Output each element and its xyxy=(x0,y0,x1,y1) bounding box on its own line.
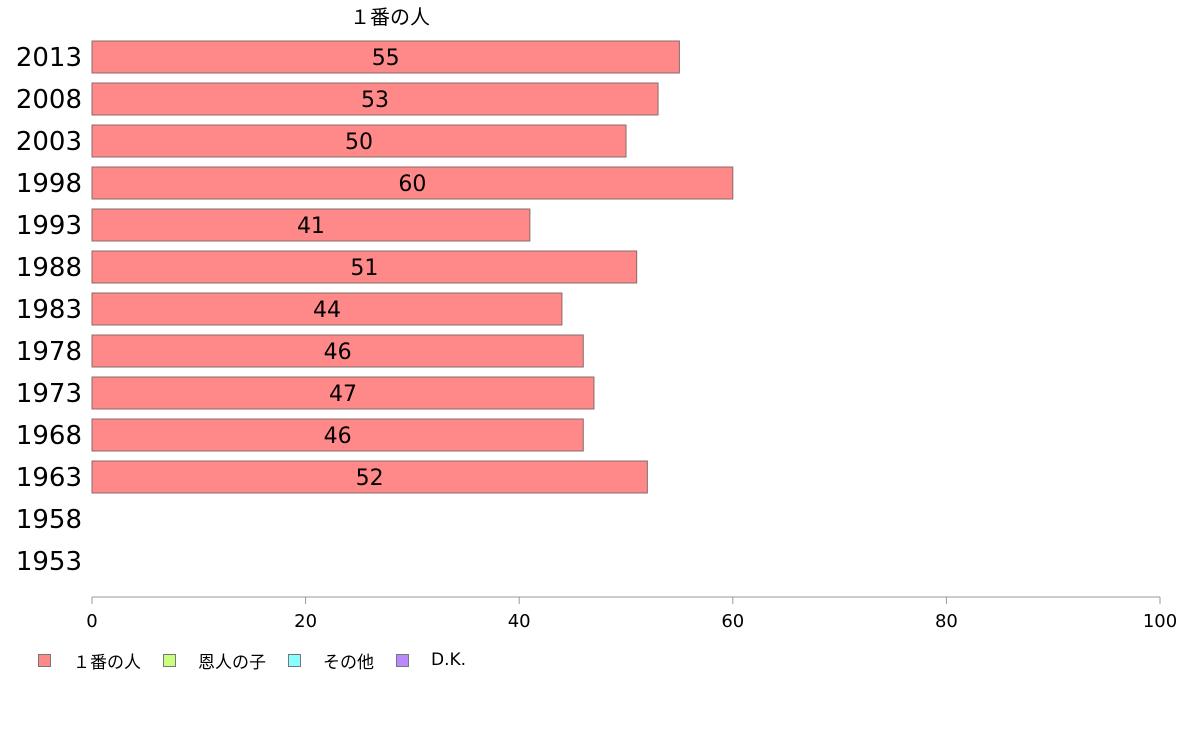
x-tick-label: 60 xyxy=(721,611,744,632)
year-label: 1978 xyxy=(16,337,82,367)
bar xyxy=(91,250,638,284)
bar xyxy=(91,292,563,326)
legend-swatch xyxy=(38,653,51,667)
year-label: 1973 xyxy=(16,379,82,409)
legend-item: その他 xyxy=(288,648,374,673)
bar xyxy=(91,82,659,116)
legend-item: １番の人 xyxy=(38,648,141,673)
bar xyxy=(91,460,648,494)
bar xyxy=(91,208,531,242)
x-tick-label: 40 xyxy=(508,611,531,632)
year-label: 1988 xyxy=(16,253,82,283)
legend-label: その他 xyxy=(323,652,374,673)
legend-item: D.K. xyxy=(396,650,466,670)
x-tick-label: 80 xyxy=(935,611,958,632)
legend-label: D.K. xyxy=(431,650,467,670)
bar-value-label: 53 xyxy=(361,88,389,113)
bar-value-label: 44 xyxy=(313,298,341,323)
bar xyxy=(91,376,595,410)
bar-value-label: 60 xyxy=(398,172,426,197)
series-title: １番の人 xyxy=(350,5,430,29)
bar xyxy=(91,334,584,368)
bar-rows: 2013 55 2008 53 2003 50 1998 60 1993 41 1988 51 1983… xyxy=(16,40,734,577)
bar-value-label: 52 xyxy=(356,466,384,491)
bar xyxy=(91,418,584,452)
year-label: 1968 xyxy=(16,421,82,451)
bar xyxy=(91,124,627,158)
year-label: 1953 xyxy=(16,547,82,577)
x-tick-label: 0 xyxy=(86,611,97,632)
year-label: 1963 xyxy=(16,463,82,493)
year-label: 1983 xyxy=(16,295,82,325)
legend: １番の人 恩人の子 その他 D.K. xyxy=(38,648,488,673)
x-tick-label: 100 xyxy=(1143,611,1177,632)
bar-value-label: 55 xyxy=(372,46,400,71)
year-label: 1993 xyxy=(16,211,82,241)
legend-label: １番の人 xyxy=(73,652,141,673)
x-axis: 0 20 40 60 80 100 xyxy=(86,596,1177,632)
year-label: 1998 xyxy=(16,169,82,199)
bar-value-label: 46 xyxy=(324,424,352,449)
legend-swatch xyxy=(163,653,176,667)
legend-item: 恩人の子 xyxy=(163,648,266,673)
bar-value-label: 51 xyxy=(350,256,378,281)
legend-label: 恩人の子 xyxy=(198,652,266,673)
legend-swatch xyxy=(396,653,409,667)
bar-value-label: 50 xyxy=(345,130,373,155)
bar-value-label: 46 xyxy=(324,340,352,365)
bar-value-label: 47 xyxy=(329,382,357,407)
bar xyxy=(91,166,734,200)
bar xyxy=(91,40,680,74)
bar-value-label: 41 xyxy=(297,214,325,239)
year-label: 2008 xyxy=(16,85,82,115)
year-label: 1958 xyxy=(16,505,82,535)
legend-swatch xyxy=(288,653,301,667)
x-tick-label: 20 xyxy=(294,611,317,632)
year-label: 2013 xyxy=(16,43,82,73)
year-label: 2003 xyxy=(16,127,82,157)
